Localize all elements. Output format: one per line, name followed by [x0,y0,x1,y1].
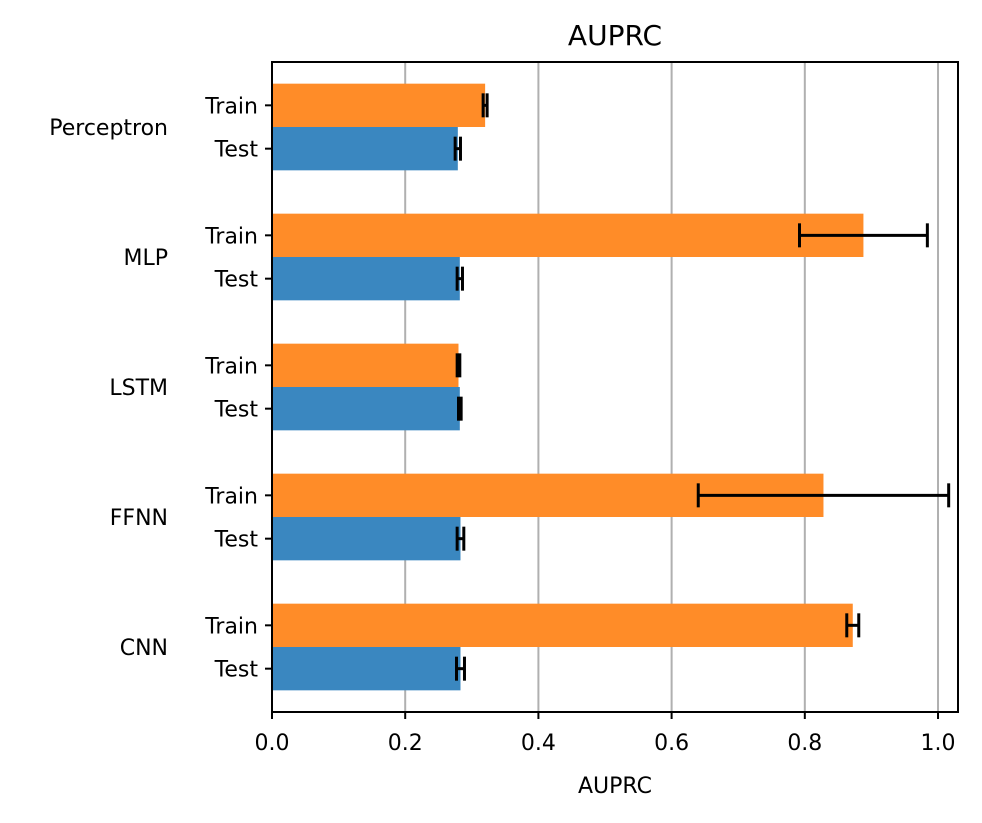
bar-test [272,127,458,171]
x-tick-label: 0.8 [787,731,822,756]
bar-label: Train [204,224,258,249]
x-tick-label: 0.4 [521,731,556,756]
plot-frame [271,61,959,713]
category-label: CNN [120,636,168,661]
bar-test [272,647,461,691]
error-bars [453,93,951,681]
bar-label: Train [204,484,258,509]
category-label: LSTM [109,376,168,401]
bars [272,83,864,691]
x-tick-label: 0.2 [388,731,423,756]
bar-label: Test [214,658,259,683]
bar-label: Test [214,138,259,163]
bar-test [272,257,460,301]
x-axis-label: AUPRC [578,774,652,799]
x-tick-label: 0.0 [255,731,290,756]
bar-test [272,387,460,431]
bar-label: Test [214,268,259,293]
bar-label: Test [214,398,259,423]
chart-title: AUPRC [568,19,662,52]
x-tick-label: 0.6 [654,731,689,756]
x-tick-label: 1.0 [921,731,956,756]
y-ticks: Train Test Perceptron Train Test MLP Train Test… [49,94,272,683]
x-ticks: 0.0 0.2 0.4 0.6 0.8 1.0 [255,712,956,756]
bar-label: Train [204,94,258,119]
bar-train [272,83,486,127]
bar-train [272,213,864,257]
bar-test [272,517,461,561]
bar-label: Train [204,354,258,379]
category-label: MLP [123,246,168,271]
bar-label: Test [214,528,259,553]
category-label: FFNN [110,506,168,531]
bar-label: Train [204,614,258,639]
bar-train [272,343,459,387]
category-label: Perceptron [49,116,168,141]
bar-train [272,603,853,647]
